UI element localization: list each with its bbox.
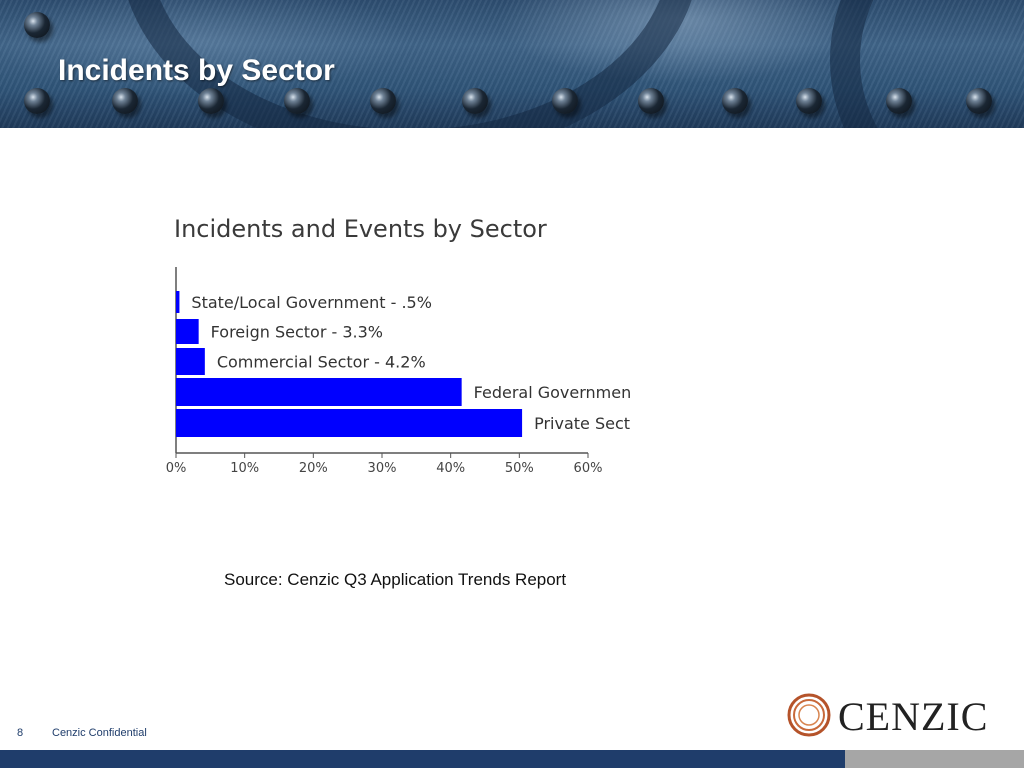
chart-title: Incidents and Events by Sector	[174, 215, 547, 243]
rivet-icon	[112, 88, 138, 114]
bar-data-label: Commercial Sector - 4.2%	[217, 353, 426, 372]
bar-data-label: State/Local Government - .5%	[191, 293, 432, 312]
x-tick-label: 60%	[574, 461, 603, 476]
rivet-icon	[886, 88, 912, 114]
bar-data-label: Private Sector - 50.4%	[534, 414, 630, 433]
slide-title: Incidents by Sector	[58, 54, 335, 87]
page-number: 8	[17, 727, 24, 739]
logo-wordmark: CENZIC	[838, 694, 989, 739]
rivet-icon	[796, 88, 822, 114]
logo-ring-icon	[798, 704, 820, 726]
bar-chart: Incidents and Events by Sector 0% 10% 20% 30…	[166, 215, 630, 476]
cenzic-logo	[787, 693, 831, 737]
bar	[176, 319, 199, 344]
bar	[176, 378, 462, 406]
x-tick-label: 20%	[299, 461, 328, 476]
header-banner: Incidents by Sector	[0, 0, 1024, 128]
source-caption: Source: Cenzic Q3 Application Trends Rep…	[224, 570, 567, 589]
x-tick-label: 0%	[166, 461, 187, 476]
bar	[176, 291, 180, 313]
x-tick-label: 40%	[436, 461, 465, 476]
x-tick-label: 10%	[230, 461, 259, 476]
rivet-icon	[198, 88, 224, 114]
footer-bar	[0, 750, 845, 768]
logo-ring-icon	[793, 699, 825, 731]
confidential-label: Cenzic Confidential	[52, 727, 147, 739]
bar-data-label: Federal Government - 41.6%	[474, 383, 630, 402]
rivet-icon	[552, 88, 578, 114]
rivet-icon	[284, 88, 310, 114]
footer-bar-accent	[845, 750, 1024, 768]
rivet-icon	[462, 88, 488, 114]
bar-data-label: Foreign Sector - 3.3%	[211, 323, 383, 342]
rivet-icon	[722, 88, 748, 114]
bar	[176, 409, 523, 437]
rivet-icon	[370, 88, 396, 114]
x-tick-label: 50%	[505, 461, 534, 476]
x-tick-label: 30%	[368, 461, 397, 476]
rivet-icon	[638, 88, 664, 114]
header-arc	[830, 0, 1024, 128]
rivet-icon	[24, 12, 50, 38]
logo-ring-icon	[787, 693, 831, 737]
bar	[176, 348, 205, 375]
rivet-icon	[24, 88, 50, 114]
rivet-icon	[966, 88, 992, 114]
